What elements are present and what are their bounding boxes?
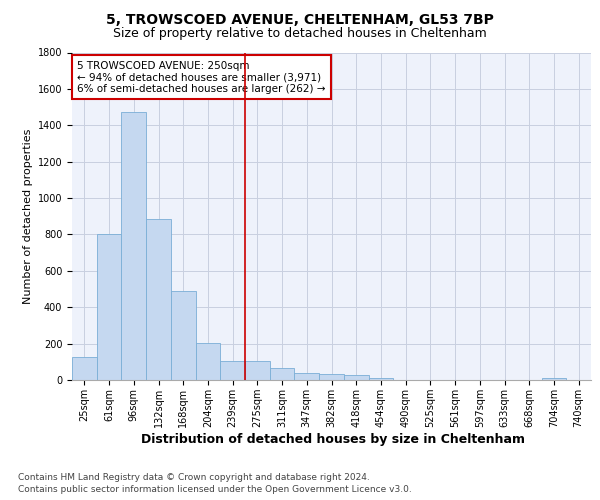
Bar — [220, 361, 245, 380]
Text: Distribution of detached houses by size in Cheltenham: Distribution of detached houses by size … — [141, 432, 525, 446]
Bar — [171, 291, 196, 380]
Bar — [270, 368, 295, 380]
Bar — [542, 378, 566, 380]
Bar — [146, 219, 171, 380]
Bar — [72, 358, 97, 380]
Bar — [121, 112, 146, 380]
Bar — [344, 376, 368, 380]
Bar — [368, 378, 393, 380]
Text: Contains public sector information licensed under the Open Government Licence v3: Contains public sector information licen… — [18, 485, 412, 494]
Text: Size of property relative to detached houses in Cheltenham: Size of property relative to detached ho… — [113, 28, 487, 40]
Text: Contains HM Land Registry data © Crown copyright and database right 2024.: Contains HM Land Registry data © Crown c… — [18, 472, 370, 482]
Bar — [245, 361, 270, 380]
Bar — [319, 374, 344, 380]
Y-axis label: Number of detached properties: Number of detached properties — [23, 128, 34, 304]
Text: 5, TROWSCOED AVENUE, CHELTENHAM, GL53 7BP: 5, TROWSCOED AVENUE, CHELTENHAM, GL53 7B… — [106, 12, 494, 26]
Bar — [295, 372, 319, 380]
Bar — [196, 342, 220, 380]
Bar — [97, 234, 121, 380]
Text: 5 TROWSCOED AVENUE: 250sqm
← 94% of detached houses are smaller (3,971)
6% of se: 5 TROWSCOED AVENUE: 250sqm ← 94% of deta… — [77, 60, 326, 94]
